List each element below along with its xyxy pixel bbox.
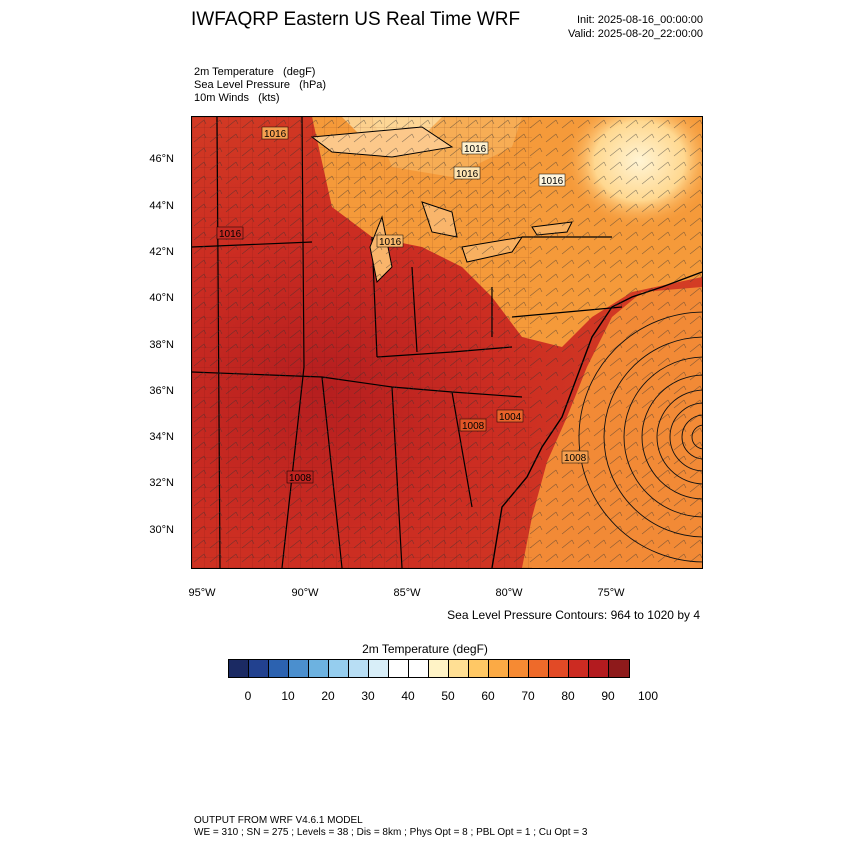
colorbar-swatch [269, 660, 289, 677]
valid-time: Valid: 2025-08-20_22:00:00 [568, 28, 703, 40]
lon-label: 95°W [188, 587, 216, 599]
footer-config: WE = 310 ; SN = 275 ; Levels = 38 ; Dis … [194, 827, 588, 838]
isobar-label: 1016 [219, 229, 242, 240]
lat-label: 42°N [149, 246, 174, 258]
weather-map: 1016 1016 1016 1016 1016 1016 1004 1008 … [191, 116, 703, 569]
lat-label: 38°N [149, 339, 174, 351]
contour-note: Sea Level Pressure Contours: 964 to 1020… [447, 608, 700, 622]
colorbar-swatch [289, 660, 309, 677]
lat-label: 32°N [149, 477, 174, 489]
colorbar-swatch [349, 660, 369, 677]
colorbar-swatch [449, 660, 469, 677]
colorbar-label: 70 [521, 689, 535, 703]
lon-label: 75°W [597, 587, 625, 599]
colorbar-swatch [509, 660, 529, 677]
colorbar-swatch [609, 660, 629, 677]
colorbar-title: 2m Temperature (degF) [362, 642, 488, 656]
colorbar-swatch [549, 660, 569, 677]
colorbar-label: 60 [481, 689, 495, 703]
colorbar-swatch [589, 660, 609, 677]
colorbar-swatch [229, 660, 249, 677]
field-temperature: 2m Temperature (degF) [194, 66, 316, 78]
run-times: Init: 2025-08-16_00:00:00 Valid: 2025-08… [568, 13, 703, 41]
colorbar-label: 50 [441, 689, 455, 703]
field-pressure: Sea Level Pressure (hPa) [194, 79, 327, 91]
isobar-label: 1008 [462, 421, 485, 432]
field-winds: 10m Winds (kts) [194, 92, 280, 104]
isobar-label: 1008 [564, 453, 587, 464]
colorbar-label: 90 [601, 689, 615, 703]
colorbar-swatch [329, 660, 349, 677]
isobar-label: 1016 [464, 144, 487, 155]
wind-barbs [192, 117, 702, 568]
map-title: IWFAQRP Eastern US Real Time WRF [191, 9, 521, 30]
colorbar-swatch [569, 660, 589, 677]
lon-label: 80°W [495, 587, 523, 599]
isobar-label-group: 1016 1016 1016 1016 1016 1016 1004 1008 … [216, 126, 589, 484]
lat-label: 44°N [149, 200, 174, 212]
lat-label: 30°N [149, 524, 174, 536]
model-footer: OUTPUT FROM WRF V4.6.1 MODEL WE = 310 ; … [194, 815, 587, 839]
colorbar-swatch [409, 660, 429, 677]
map-canvas: 1016 1016 1016 1016 1016 1016 1004 1008 … [192, 117, 702, 568]
colorbar [228, 659, 630, 678]
colorbar-swatch [429, 660, 449, 677]
colorbar-label: 20 [321, 689, 335, 703]
lat-label: 46°N [149, 153, 174, 165]
colorbar-swatch [389, 660, 409, 677]
lat-label: 40°N [149, 292, 174, 304]
colorbar-swatch [489, 660, 509, 677]
colorbar-swatch [469, 660, 489, 677]
init-time: Init: 2025-08-16_00:00:00 [577, 14, 703, 26]
colorbar-swatch [309, 660, 329, 677]
colorbar-label: 100 [637, 689, 659, 703]
colorbar-label: 40 [401, 689, 415, 703]
isobar-label: 1016 [379, 237, 402, 248]
lat-label: 36°N [149, 385, 174, 397]
isobar-label: 1004 [499, 412, 522, 423]
isobar-label: 1016 [456, 169, 479, 180]
lon-label: 90°W [291, 587, 319, 599]
colorbar-swatch [529, 660, 549, 677]
isobar-label: 1016 [541, 176, 564, 187]
isobar-label: 1008 [289, 473, 312, 484]
footer-model: OUTPUT FROM WRF V4.6.1 MODEL [194, 815, 363, 826]
colorbar-label: 30 [361, 689, 375, 703]
colorbar-label: 0 [244, 689, 252, 703]
colorbar-swatch [369, 660, 389, 677]
lon-label: 85°W [393, 587, 421, 599]
isobar-label: 1016 [264, 129, 287, 140]
hurricane-isobars [578, 311, 702, 563]
colorbar-swatch [249, 660, 269, 677]
field-list: 2m Temperature (degF) Sea Level Pressure… [194, 66, 326, 105]
colorbar-label: 80 [561, 689, 575, 703]
colorbar-label: 10 [281, 689, 295, 703]
lat-label: 34°N [149, 431, 174, 443]
